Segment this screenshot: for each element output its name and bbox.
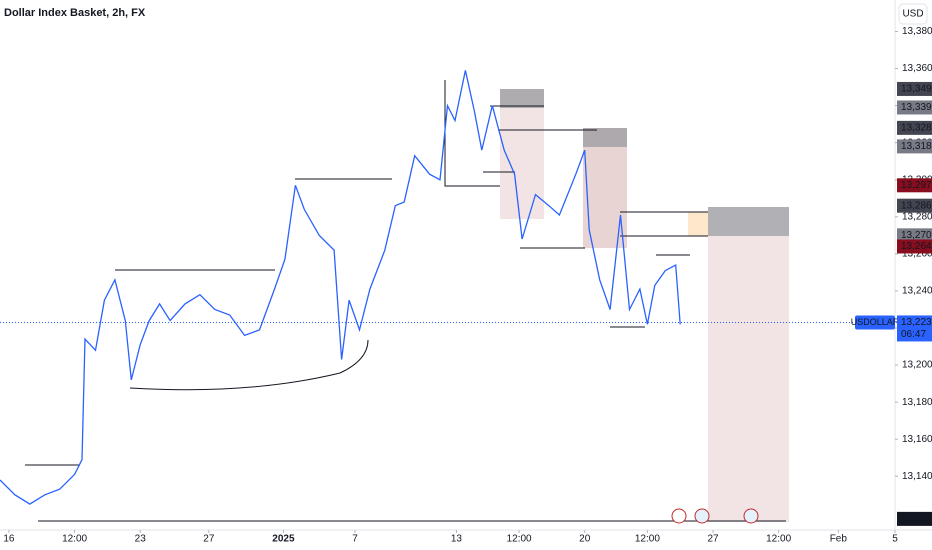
structure-lines <box>25 80 786 522</box>
y-tick-label: 13,140 <box>902 471 932 482</box>
price-tag-label: 13,349 <box>901 84 932 95</box>
zone <box>708 236 789 522</box>
y-tick-label: 13,240 <box>902 286 932 297</box>
price-tag <box>897 178 932 193</box>
price-tag-label: 13,270 <box>901 230 932 241</box>
zone <box>688 212 708 236</box>
line <box>25 80 786 522</box>
x-tick-label: 2025 <box>272 534 295 545</box>
price-tag <box>897 511 932 526</box>
event-icon <box>694 508 710 524</box>
x-tick-label: 27 <box>203 534 215 545</box>
event-icons <box>671 508 759 524</box>
x-tick-label: 12:00 <box>766 534 791 545</box>
price-tag-label: 13,286 <box>901 200 932 211</box>
y-tick-label: 13,160 <box>902 434 932 445</box>
symbol-label: USDOLLAR <box>851 317 900 327</box>
price-tag <box>897 139 932 154</box>
last-price-tag <box>897 315 932 342</box>
y-tick-label: 13,180 <box>902 397 932 408</box>
countdown-label: 06:47 <box>901 329 926 340</box>
y-tick-label: 13,200 <box>902 360 932 371</box>
price-tag-label: 13,339 <box>901 102 932 113</box>
event-icon <box>671 508 687 524</box>
y-tick-label: 13,280 <box>902 211 932 222</box>
x-tick-label: 20 <box>579 534 591 545</box>
zones <box>500 89 789 522</box>
x-tick-label: 12:00 <box>635 534 660 545</box>
price-tag-label: 13,328 <box>901 123 932 134</box>
zone <box>500 89 544 219</box>
y-tick-label: 13,360 <box>902 63 932 74</box>
x-tick-label: 5 <box>892 534 898 545</box>
zone <box>500 89 544 108</box>
x-tick-label: 13 <box>451 534 463 545</box>
price-tag-label: 13,318 <box>901 141 932 152</box>
currency-label[interactable]: USD <box>902 9 923 20</box>
price-tag-label: 13,264 <box>901 241 932 252</box>
curve <box>129 339 369 391</box>
x-tick-label: 7 <box>352 534 358 545</box>
chart-title: Dollar Index Basket, 2h, FX <box>4 7 146 19</box>
y-tick-label: 13,260 <box>902 249 932 260</box>
y-tick-label: 13,380 <box>902 26 932 37</box>
symbol-tag <box>855 315 895 330</box>
x-tick-label: 27 <box>707 534 719 545</box>
price-tag <box>897 100 932 115</box>
zone <box>583 128 627 147</box>
event-icon <box>743 508 759 524</box>
x-tick-label: 12:00 <box>507 534 532 545</box>
x-tick-label: Feb <box>830 534 848 545</box>
price-tag-label: 13,297 <box>901 180 932 191</box>
currency-button[interactable] <box>898 3 928 25</box>
price-tag-label: 13,117 <box>901 514 931 525</box>
price-tag <box>897 120 932 135</box>
last-price-label: 13,223 <box>901 317 932 328</box>
x-tick-label: 12:00 <box>62 534 87 545</box>
x-tick-label: 23 <box>135 534 147 545</box>
price-tag <box>897 239 932 254</box>
price-tag <box>897 228 932 243</box>
price-tag <box>897 81 932 96</box>
price-tag <box>897 198 932 213</box>
zone <box>708 207 789 236</box>
x-tick-label: 16 <box>3 534 15 545</box>
price-line <box>0 70 681 505</box>
